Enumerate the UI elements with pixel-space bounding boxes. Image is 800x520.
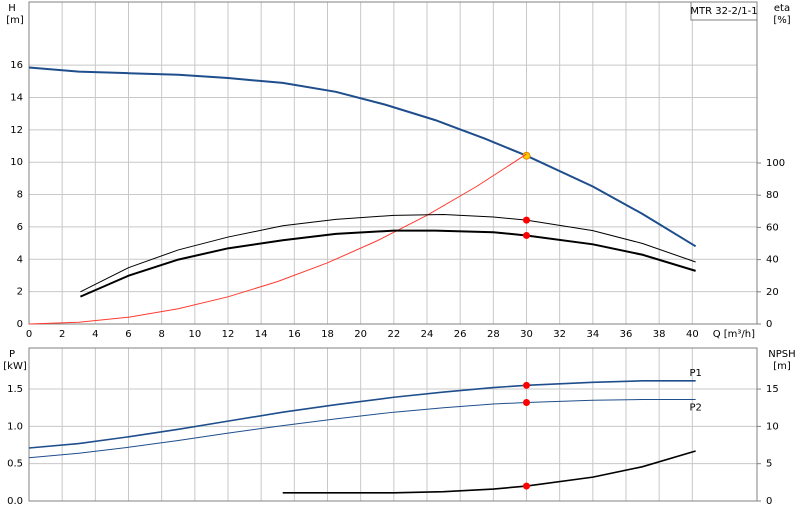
x-tick-label: 12 [222, 329, 235, 340]
y2-tick-label: 20 [766, 287, 779, 298]
y-tick-label: 14 [10, 92, 23, 103]
y-tick-label: 16 [10, 60, 23, 71]
operating-point [522, 398, 530, 406]
operating-point [522, 381, 530, 389]
y2-tick-label: 0 [766, 496, 772, 507]
x-tick-label: 18 [321, 329, 334, 340]
chart-title: MTR 32-2/1-1 [690, 6, 757, 17]
y-axis-label: H [8, 3, 16, 14]
y-axis-label: P [9, 349, 15, 360]
curve-label: P1 [689, 368, 701, 379]
plot-frame [28, 1, 758, 325]
x-tick-label: 10 [188, 329, 201, 340]
y2-tick-label: 100 [766, 158, 785, 169]
y2-tick-label: 5 [766, 459, 772, 470]
curve [28, 66, 697, 248]
curve [28, 399, 696, 459]
y-axis-unit: [m] [6, 15, 24, 26]
y2-tick-label: 40 [766, 255, 779, 266]
x-tick-label: 40 [686, 329, 699, 340]
operating-point [522, 482, 530, 490]
curve [28, 153, 527, 325]
y-tick-label: 0.5 [7, 459, 23, 470]
plot-frame [28, 347, 758, 502]
x-axis-label: Q [m³/h] [713, 329, 755, 340]
operating-point [522, 151, 531, 160]
x-tick-label: 4 [92, 329, 98, 340]
y2-tick-label: 15 [766, 384, 779, 395]
x-tick-label: 28 [487, 329, 500, 340]
x-tick-label: 26 [454, 329, 467, 340]
y2-tick-label: 10 [766, 421, 779, 432]
x-tick-label: 38 [653, 329, 666, 340]
operating-point [522, 216, 530, 224]
curve [282, 450, 696, 494]
y2-axis-unit: [m] [773, 361, 791, 372]
x-tick-label: 22 [387, 329, 400, 340]
x-tick-label: 30 [520, 329, 533, 340]
x-tick-label: 34 [586, 329, 599, 340]
x-tick-label: 0 [26, 329, 32, 340]
curve [80, 214, 696, 293]
y2-tick-label: 0 [766, 319, 772, 330]
y-tick-label: 2 [17, 287, 23, 298]
y2-axis-unit: [%] [773, 15, 790, 26]
y2-tick-label: 60 [766, 222, 779, 233]
y-tick-label: 12 [10, 125, 23, 136]
y2-tick-label: 80 [766, 190, 779, 201]
y-tick-label: 4 [17, 254, 23, 265]
x-tick-label: 2 [59, 329, 65, 340]
curve [28, 380, 696, 449]
curve [80, 229, 696, 298]
x-tick-label: 20 [354, 329, 367, 340]
x-tick-label: 32 [553, 329, 566, 340]
operating-point [522, 231, 530, 239]
y-axis-unit: [kW] [3, 361, 27, 372]
curve-label: P2 [689, 402, 701, 413]
y2-axis-label: NPSH [768, 349, 795, 360]
y-tick-label: 0 [17, 319, 23, 330]
y2-axis-label: eta [774, 3, 790, 14]
y-tick-label: 6 [17, 222, 23, 233]
y-tick-label: 0.0 [7, 496, 23, 507]
x-tick-label: 36 [620, 329, 633, 340]
y-tick-label: 8 [17, 190, 23, 201]
y-tick-label: 10 [10, 157, 23, 168]
x-tick-label: 6 [125, 329, 131, 340]
x-tick-label: 8 [158, 329, 164, 340]
title-box [690, 1, 758, 21]
x-tick-label: 24 [421, 329, 434, 340]
y-tick-label: 1.5 [7, 384, 23, 395]
x-tick-label: 16 [288, 329, 301, 340]
y-tick-label: 1.0 [7, 421, 23, 432]
x-tick-label: 14 [255, 329, 268, 340]
